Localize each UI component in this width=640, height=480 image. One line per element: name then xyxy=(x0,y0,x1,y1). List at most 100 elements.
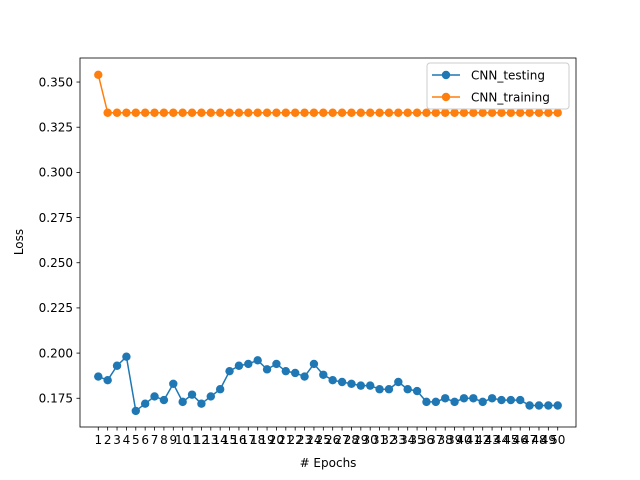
data-point xyxy=(234,361,244,370)
data-point xyxy=(450,397,459,407)
x-tick-label: 42 xyxy=(475,433,490,447)
x-tick-label: 4 xyxy=(123,433,131,447)
data-point xyxy=(131,108,140,117)
data-point xyxy=(225,108,234,117)
data-point xyxy=(356,381,366,390)
data-point xyxy=(441,394,450,403)
x-tick-label: 38 xyxy=(438,433,453,447)
x-tick-label: 1 xyxy=(94,433,102,447)
x-tick-label: 41 xyxy=(466,433,481,447)
x-tick-label: 29 xyxy=(353,433,368,447)
x-tick-label: 8 xyxy=(160,433,168,447)
data-point xyxy=(394,377,403,387)
data-point xyxy=(337,108,347,117)
data-point xyxy=(112,108,122,117)
data-point xyxy=(244,108,253,117)
x-tick-label: 37 xyxy=(428,433,443,447)
x-tick-label: 26 xyxy=(325,433,340,447)
x-tick-label: 32 xyxy=(381,433,396,447)
data-point xyxy=(487,108,497,117)
x-tick-label: 49 xyxy=(541,433,556,447)
data-point xyxy=(384,385,394,394)
x-tick-label: 7 xyxy=(151,433,159,447)
data-point xyxy=(347,379,356,389)
data-point xyxy=(234,108,244,117)
data-point xyxy=(441,108,450,117)
y-tick-label: 0.275 xyxy=(39,211,73,225)
x-tick-label: 44 xyxy=(494,433,509,447)
x-axis-ticks: 1 2 3 4 5 6 7 8 91011121314151617181920212223242… xyxy=(94,427,565,447)
data-point xyxy=(122,108,131,117)
data-point xyxy=(516,108,525,117)
data-point xyxy=(178,397,187,407)
data-point xyxy=(140,399,150,408)
data-point xyxy=(422,397,431,407)
data-point xyxy=(290,368,300,378)
data-point xyxy=(469,108,478,117)
data-point xyxy=(525,401,534,410)
x-tick-label: 20 xyxy=(269,433,284,447)
data-point xyxy=(403,108,412,117)
data-point xyxy=(478,397,487,407)
data-point xyxy=(262,108,272,117)
data-point xyxy=(525,108,534,117)
data-point xyxy=(169,108,178,117)
data-point xyxy=(206,392,215,401)
data-point xyxy=(459,394,469,403)
data-point xyxy=(272,359,281,369)
data-point xyxy=(459,108,469,117)
data-point xyxy=(309,108,319,117)
legend-marker xyxy=(441,92,451,102)
data-point xyxy=(112,361,122,370)
x-tick-label: 12 xyxy=(194,433,209,447)
x-tick-label: 23 xyxy=(297,433,312,447)
data-point xyxy=(140,108,150,117)
x-tick-label: 27 xyxy=(334,433,349,447)
data-point xyxy=(506,395,516,405)
y-tick-label: 0.200 xyxy=(39,346,73,360)
legend-box xyxy=(426,62,570,110)
data-point xyxy=(431,397,441,407)
data-point xyxy=(253,108,262,117)
data-point xyxy=(356,108,366,117)
x-tick-label: 19 xyxy=(259,433,274,447)
data-point xyxy=(187,108,197,117)
data-point xyxy=(478,108,487,117)
x-tick-label: 39 xyxy=(447,433,462,447)
data-point xyxy=(150,392,159,401)
x-tick-label: 48 xyxy=(531,433,546,447)
x-tick-label: 33 xyxy=(391,433,406,447)
series-CNN_testing xyxy=(94,352,562,416)
plot-frame xyxy=(79,57,577,428)
series-CNN_training xyxy=(94,70,562,117)
data-point xyxy=(506,108,516,117)
data-point xyxy=(375,385,384,394)
x-tick-label: 6 xyxy=(141,433,149,447)
x-tick-label: 36 xyxy=(419,433,434,447)
data-point xyxy=(375,108,384,117)
y-tick-label: 0.225 xyxy=(39,301,73,315)
data-point xyxy=(553,401,562,410)
y-tick-label: 0.300 xyxy=(39,166,73,180)
y-tick-label: 0.175 xyxy=(39,392,73,406)
x-tick-label: 13 xyxy=(203,433,218,447)
data-point xyxy=(94,372,103,381)
data-point xyxy=(497,108,506,117)
data-point xyxy=(103,375,112,385)
x-tick-label: 30 xyxy=(363,433,378,447)
legend-label: CNN_training xyxy=(471,90,550,104)
data-point xyxy=(169,379,178,389)
data-point xyxy=(215,108,225,117)
data-point xyxy=(197,399,206,408)
data-point xyxy=(534,108,544,117)
data-point xyxy=(384,108,394,117)
data-point xyxy=(516,395,525,405)
x-tick-label: 14 xyxy=(213,433,228,447)
data-point xyxy=(309,359,319,369)
x-tick-label: 9 xyxy=(169,433,177,447)
y-axis-ticks: 0.175 0.200 0.225 0.250 0.275 0.300 0.325 0.350 xyxy=(39,75,80,406)
x-tick-label: 16 xyxy=(231,433,246,447)
data-point xyxy=(122,352,131,361)
x-tick-label: 40 xyxy=(456,433,471,447)
data-point xyxy=(544,401,553,410)
